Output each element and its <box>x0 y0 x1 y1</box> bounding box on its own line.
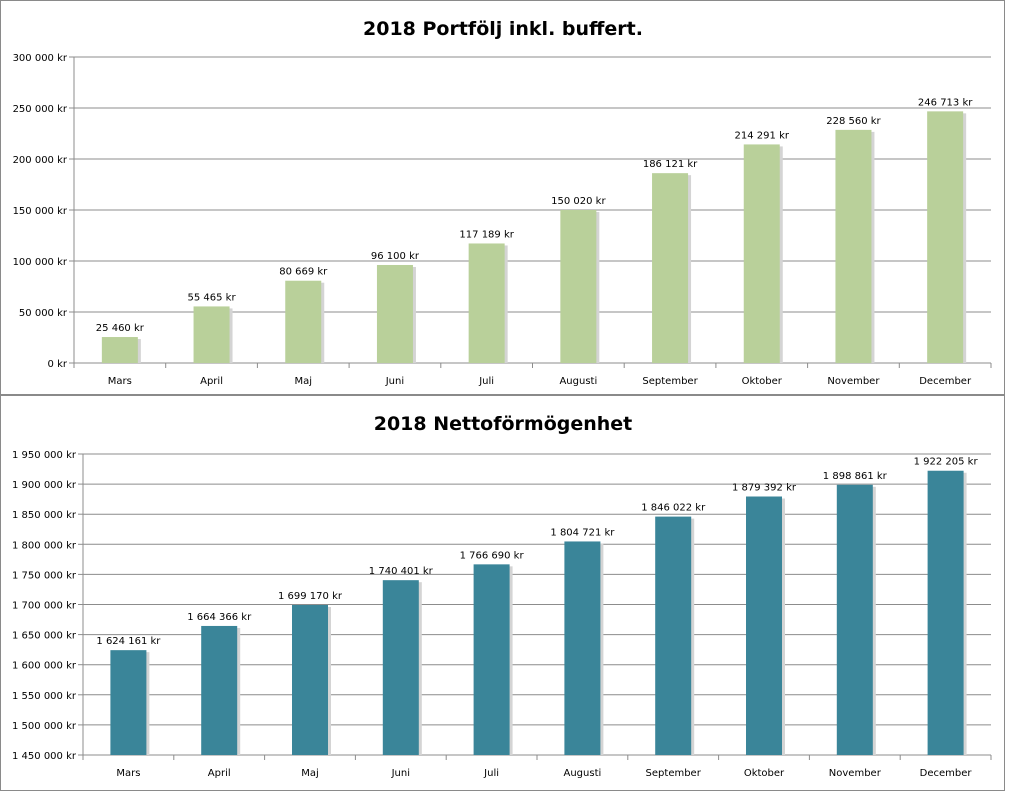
bar <box>743 144 780 363</box>
data-label: 1 879 392 kr <box>732 483 797 494</box>
x-tick-label: December <box>919 376 972 387</box>
y-tick-label: 1 750 000 kr <box>12 570 77 581</box>
data-label: 1 922 205 kr <box>914 457 979 468</box>
bar <box>193 306 230 363</box>
y-tick-label: 0 kr <box>48 359 68 370</box>
x-tick-label: April <box>208 768 231 779</box>
bar <box>927 470 964 755</box>
data-label: 150 020 kr <box>551 196 606 207</box>
data-label: 246 713 kr <box>918 97 973 108</box>
x-tick-label: Juni <box>391 768 410 779</box>
x-tick-label: Mars <box>116 768 140 779</box>
bar <box>285 280 322 363</box>
y-tick-label: 1 700 000 kr <box>12 601 77 612</box>
data-label: 80 669 kr <box>279 267 328 278</box>
bar <box>101 337 138 363</box>
x-tick-label: September <box>642 376 698 387</box>
data-label: 1 898 861 kr <box>823 471 888 482</box>
data-label: 186 121 kr <box>643 159 698 170</box>
bar <box>835 129 872 363</box>
data-label: 96 100 kr <box>371 251 420 262</box>
chart-title: 2018 Portfölj inkl. buffert. <box>363 18 643 40</box>
x-tick-label: Augusti <box>564 768 602 779</box>
data-label: 55 465 kr <box>188 292 237 303</box>
portfolio-chart: 2018 Portfölj inkl. buffert. 0 kr 50 000 … <box>13 18 992 387</box>
bar <box>655 516 692 755</box>
bar <box>468 243 505 363</box>
x-tick-label: Juli <box>483 768 499 779</box>
y-tick-label: 1 650 000 kr <box>12 631 77 642</box>
y-tick-label: 1 600 000 kr <box>12 661 77 672</box>
y-tick-label: 50 000 kr <box>19 308 68 319</box>
y-tick-label: 1 950 000 kr <box>12 450 77 461</box>
data-label: 1 699 170 kr <box>278 591 343 602</box>
bar <box>201 625 238 755</box>
data-label: 1 624 161 kr <box>96 636 161 647</box>
x-tick-label: Juni <box>385 376 404 387</box>
x-tick-label: April <box>200 376 223 387</box>
y-tick-label: 1 850 000 kr <box>12 510 77 521</box>
x-tick-label: Juli <box>478 376 494 387</box>
y-tick-label: 1 500 000 kr <box>12 721 77 732</box>
x-tick-label: November <box>827 376 880 387</box>
x-tick-label: Maj <box>301 768 319 779</box>
net-worth-chart: 2018 Nettoförmögenhet 1 450 000 kr 1 500 … <box>12 413 992 779</box>
x-tick-label: September <box>646 768 702 779</box>
data-label: 228 560 kr <box>826 116 881 127</box>
data-label: 1 740 401 kr <box>369 566 434 577</box>
bar <box>564 541 601 755</box>
y-tick-label: 1 800 000 kr <box>12 540 77 551</box>
y-tick-label: 150 000 kr <box>13 206 68 217</box>
portfolio-chart-panel: 2018 Portfölj inkl. buffert. 0 kr 50 000 … <box>0 0 1005 395</box>
x-tick-label: Augusti <box>559 376 597 387</box>
bar <box>473 564 510 755</box>
y-tick-label: 1 550 000 kr <box>12 691 77 702</box>
x-tick-label: November <box>829 768 882 779</box>
bar <box>746 496 782 755</box>
x-tick-label: Mars <box>108 376 132 387</box>
x-tick-label: December <box>920 768 973 779</box>
data-label: 214 291 kr <box>735 130 790 141</box>
data-label: 117 189 kr <box>459 229 514 240</box>
y-tick-label: 250 000 kr <box>13 104 68 115</box>
bar <box>836 484 873 755</box>
bar <box>652 173 689 363</box>
bar <box>110 650 147 755</box>
y-tick-label: 1 450 000 kr <box>12 751 77 762</box>
data-label: 1 766 690 kr <box>460 550 525 561</box>
data-label: 1 664 366 kr <box>187 612 252 623</box>
data-label: 1 804 721 kr <box>550 527 615 538</box>
bar <box>927 111 964 363</box>
y-tick-label: 100 000 kr <box>13 257 68 268</box>
bar <box>382 580 419 755</box>
bar <box>292 604 328 755</box>
x-tick-label: Oktober <box>744 768 785 779</box>
y-tick-label: 300 000 kr <box>13 53 68 64</box>
data-label: 1 846 022 kr <box>641 503 706 514</box>
x-tick-label: Maj <box>294 376 312 387</box>
bar <box>560 209 597 363</box>
data-label: 25 460 kr <box>96 323 145 334</box>
chart-title: 2018 Nettoförmögenhet <box>374 413 633 435</box>
y-tick-label: 200 000 kr <box>13 155 68 166</box>
x-tick-label: Oktober <box>742 376 783 387</box>
bar <box>376 264 413 363</box>
y-tick-label: 1 900 000 kr <box>12 480 77 491</box>
net-worth-chart-panel: 2018 Nettoförmögenhet 1 450 000 kr 1 500 … <box>0 395 1005 791</box>
